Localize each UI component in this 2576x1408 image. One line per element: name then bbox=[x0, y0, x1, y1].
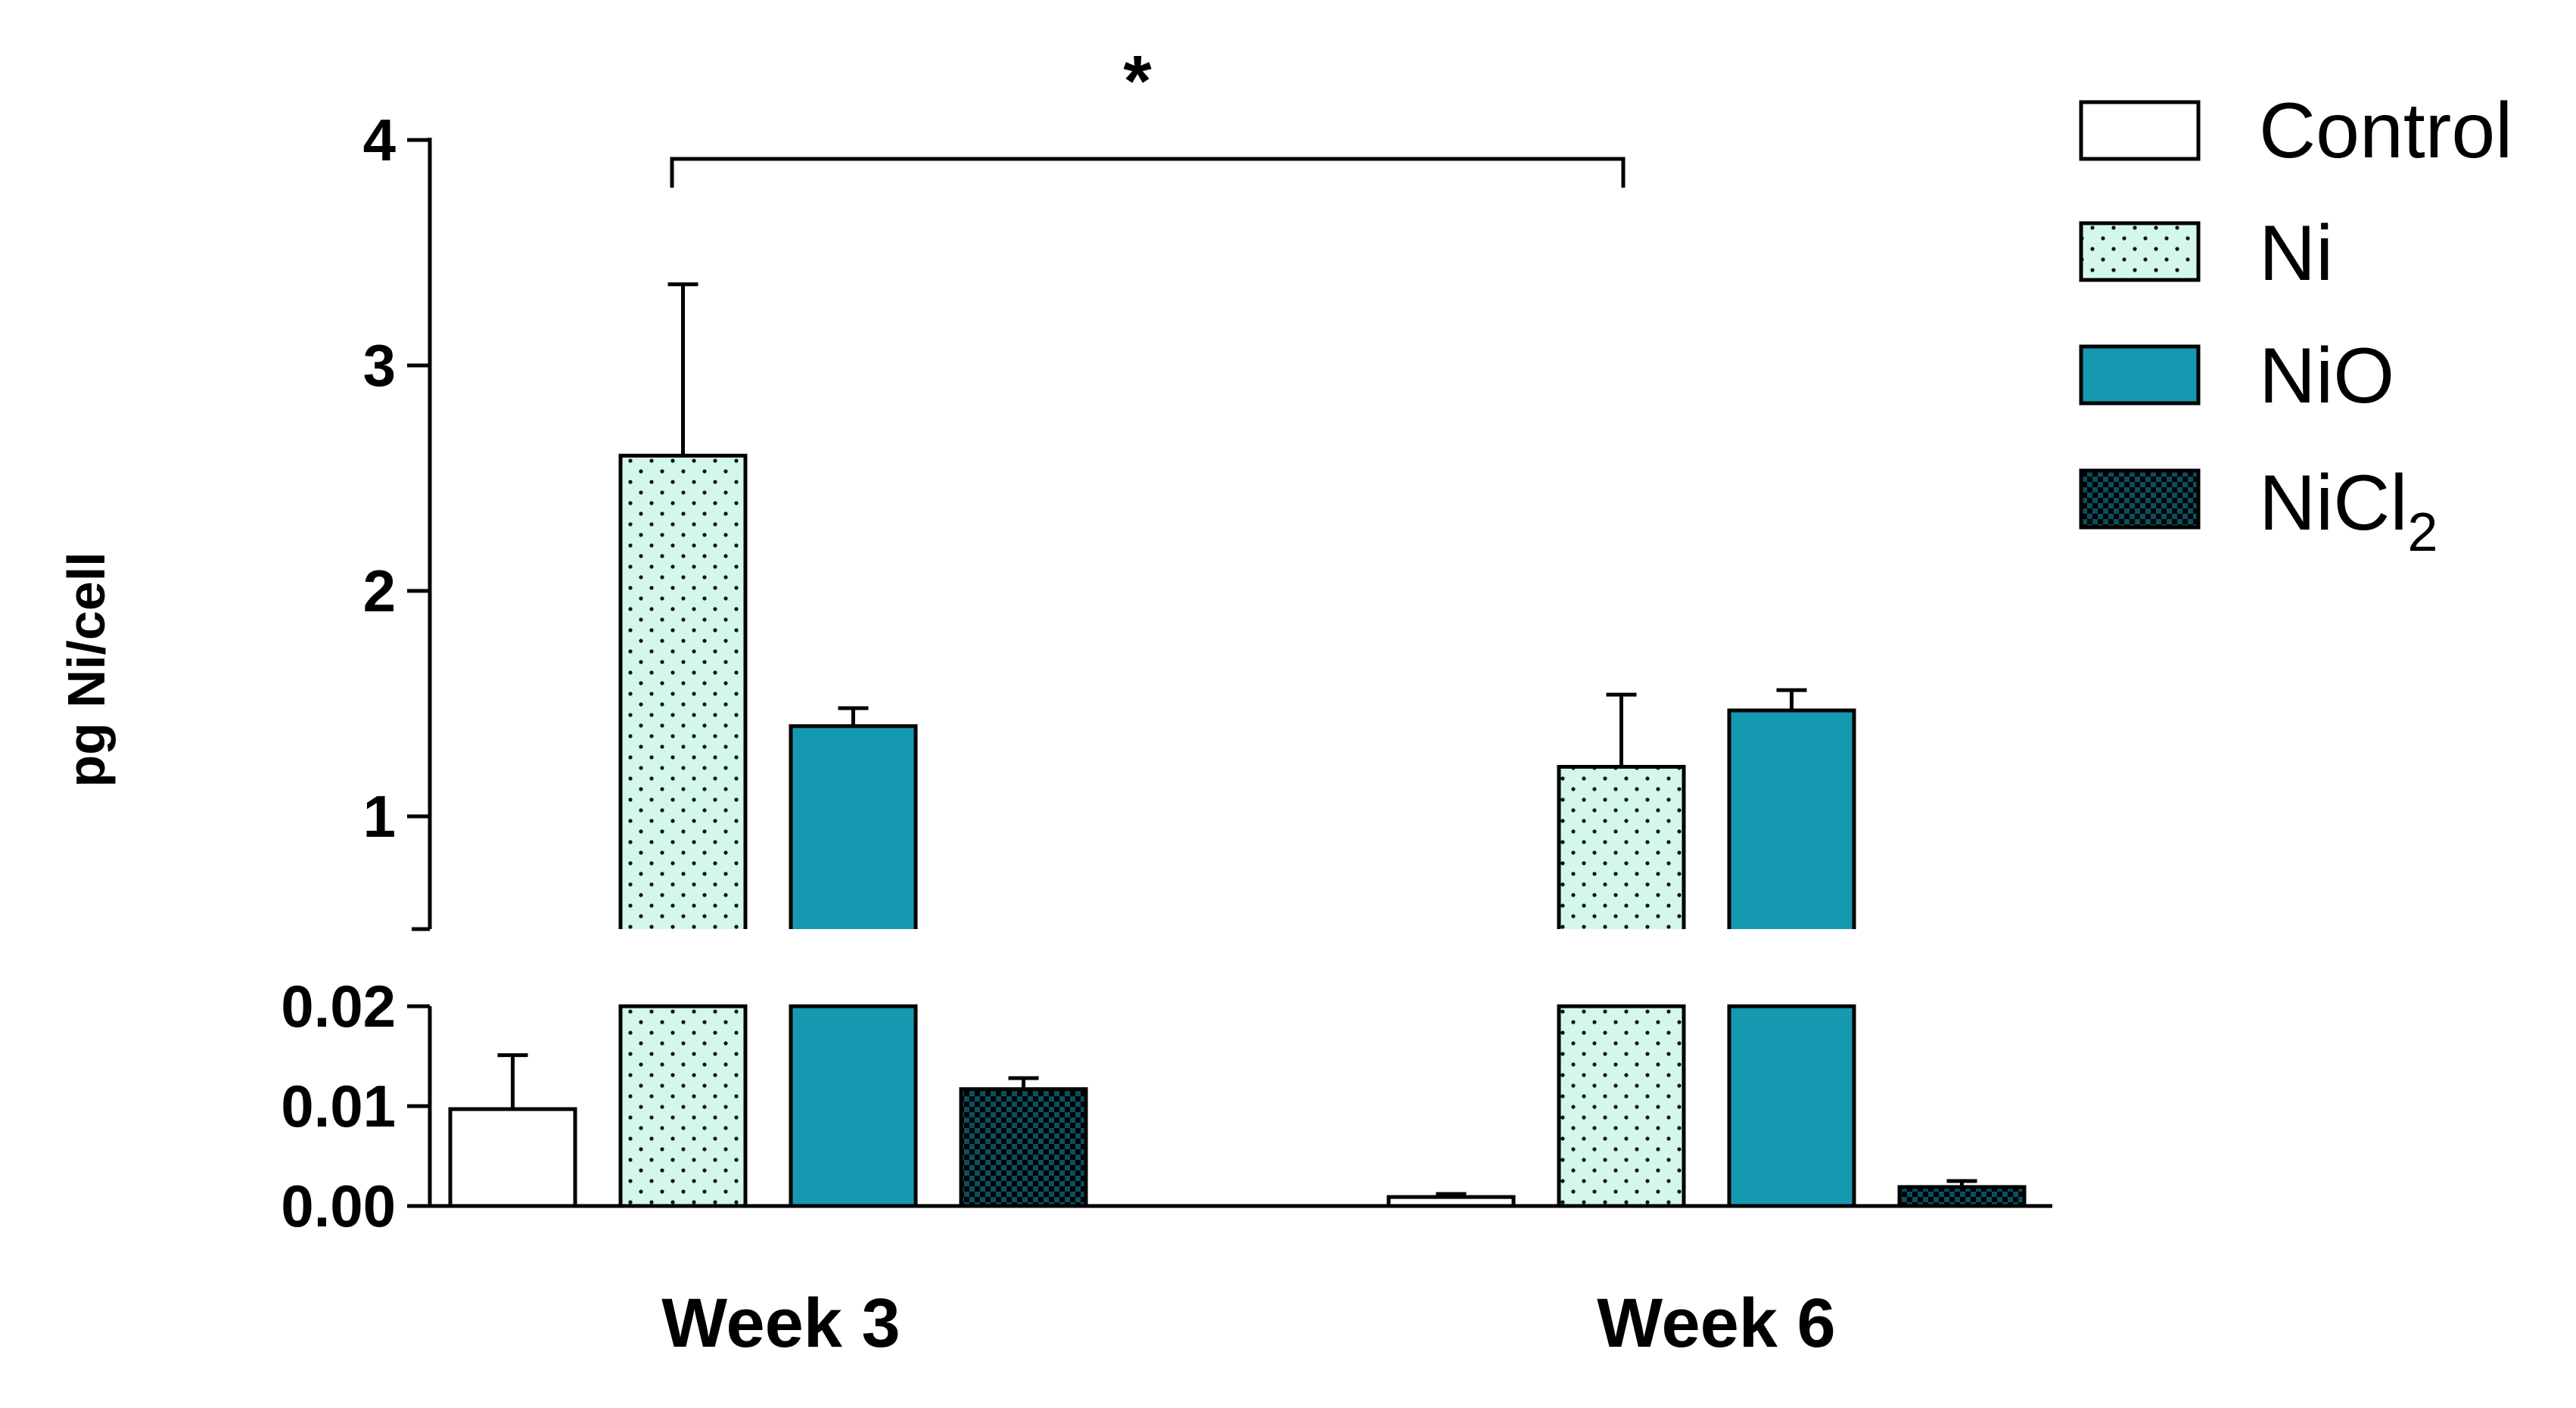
legend-label-nio: NiO bbox=[2259, 332, 2394, 420]
y-tick-label-2: 2 bbox=[363, 558, 396, 624]
y-tick-label-0-02: 0.02 bbox=[281, 973, 396, 1040]
bar-ni-week-3 bbox=[618, 453, 748, 929]
y-tick-label-0-01: 0.01 bbox=[281, 1073, 396, 1139]
x-category-week-3: Week 3 bbox=[661, 1285, 900, 1362]
bar-nio-week-3-lower bbox=[789, 1004, 918, 1208]
y-tick-label-0-00: 0.00 bbox=[281, 1173, 396, 1239]
y-tick-label-3: 3 bbox=[363, 332, 396, 399]
bar-nio-week-6 bbox=[1727, 708, 1856, 929]
bar-ni-week-6-lower bbox=[1557, 1004, 1686, 1208]
y-tick-label-1: 1 bbox=[363, 783, 396, 850]
legend-swatch-control bbox=[2079, 100, 2201, 161]
significance-marker: * bbox=[1123, 41, 1152, 122]
y-axis-label: pg Ni/cell bbox=[57, 552, 116, 787]
bar-ni-week-6 bbox=[1557, 764, 1686, 929]
bar-nicl2-week-3 bbox=[959, 1087, 1088, 1208]
y-tick-label-4: 4 bbox=[363, 107, 396, 173]
legend-swatch-ni bbox=[2079, 221, 2201, 282]
bar-ni-week-3-lower bbox=[618, 1004, 748, 1208]
bar-nio-week-6-lower bbox=[1727, 1004, 1856, 1208]
legend-label-nicl2: NiCl2 bbox=[2259, 459, 2438, 563]
bar-nio-week-3 bbox=[789, 724, 918, 929]
legend-label-control: Control bbox=[2259, 87, 2512, 175]
legend-swatch-nio bbox=[2079, 344, 2201, 406]
bar-nicl2-week-6 bbox=[1897, 1185, 2027, 1208]
x-category-week-6: Week 6 bbox=[1597, 1285, 1835, 1362]
bar-control-week-3 bbox=[448, 1107, 577, 1208]
legend-label-ni: Ni bbox=[2259, 210, 2333, 297]
legend-swatch-nicl2 bbox=[2079, 468, 2201, 530]
significance-bracket bbox=[670, 157, 1626, 188]
legend: Control Ni NiO NiCl2 bbox=[2079, 87, 2512, 563]
